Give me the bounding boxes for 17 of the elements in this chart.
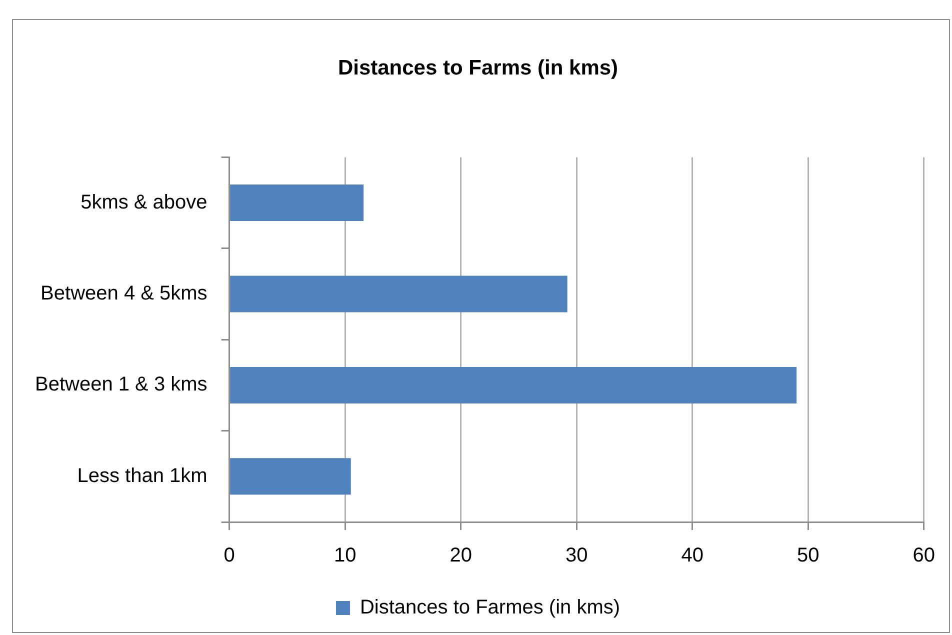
bar [230,366,797,404]
y-tick-label: 5kms & above [80,191,208,214]
x-tick-label: 60 [912,544,935,567]
chart-title: Distances to Farms (in kms) [338,56,618,80]
x-tick-label: 0 [224,544,235,567]
legend-label: Distances to Farmes (in kms) [360,596,620,619]
y-tick-label: Less than 1km [77,464,208,487]
x-tick-label: 20 [450,544,472,567]
y-tick-label: Between 4 & 5kms [40,282,208,305]
y-tick-label: Between 1 & 3 kms [34,374,208,396]
bar [230,276,568,312]
x-tick-label: 40 [681,544,704,567]
x-tick-label: 50 [796,544,820,567]
x-tick-label: 30 [565,544,588,567]
bar [230,458,351,495]
x-tick-label: 10 [334,544,356,567]
bar [230,184,364,222]
